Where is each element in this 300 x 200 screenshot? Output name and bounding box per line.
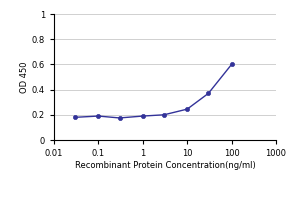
Y-axis label: OD 450: OD 450 xyxy=(20,61,29,93)
X-axis label: Recombinant Protein Concentration(ng/ml): Recombinant Protein Concentration(ng/ml) xyxy=(75,161,255,170)
